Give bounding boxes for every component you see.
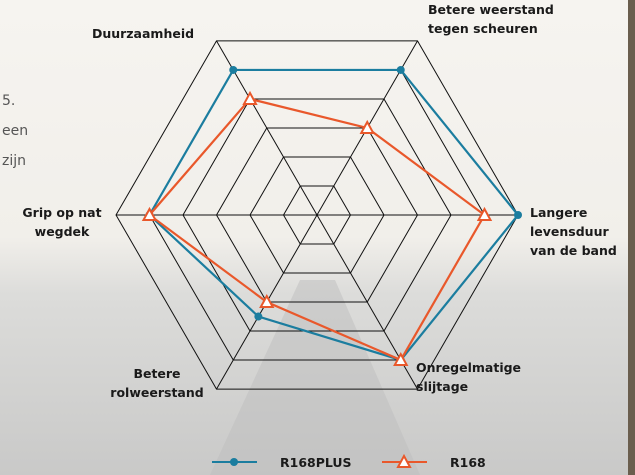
axis-label: Duurzaamheid <box>92 26 194 41</box>
axis-label-line: Onregelmatige <box>416 360 521 375</box>
axis-label-line: Grip op nat <box>22 205 101 220</box>
axis-label-line: slijtage <box>416 379 468 394</box>
legend-label: R168PLUS <box>280 455 352 470</box>
legend-marker <box>230 458 238 466</box>
data-point <box>229 66 237 74</box>
legend-label: R168 <box>450 455 486 470</box>
axis-label-line: Betere <box>133 366 180 381</box>
page: 5. een zijn Duurzaamheid Betere weerstand… <box>0 0 635 475</box>
axis-label-line: levensduur <box>530 224 609 239</box>
background-text: zijn <box>2 153 26 169</box>
background-text: 5. <box>2 93 15 109</box>
axis-label-line: Betere weerstand <box>428 2 554 17</box>
axis-label-line: Langere <box>530 205 587 220</box>
background-text: een <box>2 123 28 139</box>
data-point <box>397 66 405 74</box>
chart: 5. een zijn Duurzaamheid Betere weerstand… <box>0 0 635 475</box>
axis-label-line: wegdek <box>35 224 90 239</box>
axis-label-line: tegen scheuren <box>428 21 538 36</box>
data-point <box>254 313 262 321</box>
axis-label-line: rolweerstand <box>110 385 203 400</box>
axis-label-line: van de band <box>530 243 617 258</box>
axis-label-line: Duurzaamheid <box>92 26 194 41</box>
edge-strip <box>628 0 635 475</box>
data-point <box>514 211 522 219</box>
